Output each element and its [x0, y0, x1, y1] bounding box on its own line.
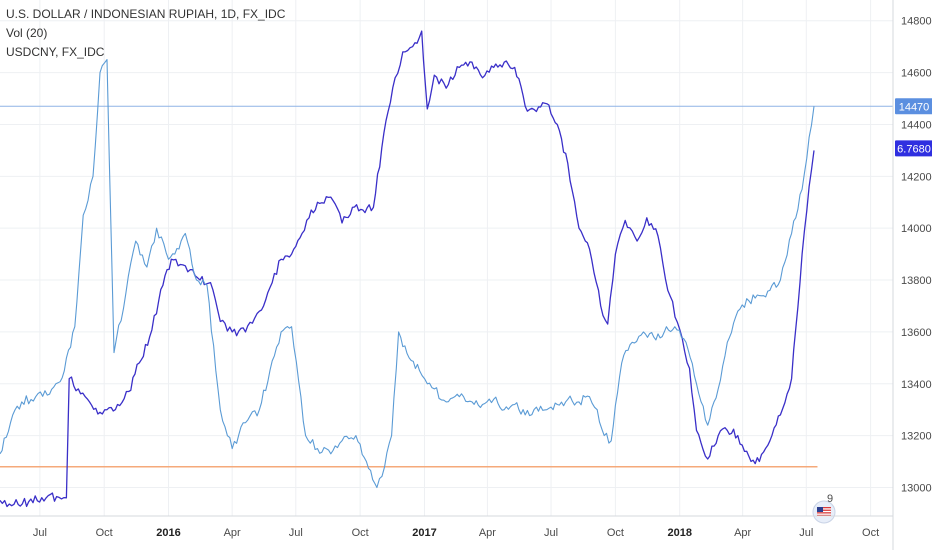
flag-stripe: [817, 509, 831, 511]
idr-last-price-tag: 14470: [895, 98, 932, 115]
flag-stripe: [817, 507, 831, 509]
x-tick-label: Oct: [607, 527, 624, 539]
idr-price-line: [0, 30, 815, 508]
event-badge[interactable]: 9: [812, 493, 836, 524]
x-tick-label: Apr: [224, 527, 241, 539]
y-tick-label: 14800: [901, 16, 932, 28]
y-tick-label: 13400: [901, 379, 932, 391]
grid-layer: [0, 0, 893, 516]
x-tick-label: 2016: [156, 527, 180, 539]
cny-last-price-tag-bg: [895, 140, 932, 157]
flag-stripe: [817, 512, 831, 514]
y-tick-label: 14000: [901, 223, 932, 235]
x-tick-label: Apr: [734, 527, 751, 539]
x-tick-label: Oct: [96, 527, 113, 539]
y-tick-label: 14600: [901, 68, 932, 80]
indicator-label: Vol (20): [6, 26, 48, 40]
y-tick-label: 14200: [901, 171, 932, 183]
y-tick-label: 13800: [901, 275, 932, 287]
price-tag-layer: 14470 6.7680: [895, 98, 932, 157]
x-tick-label: 2017: [412, 527, 436, 539]
x-tick-label: Apr: [479, 527, 496, 539]
chart-legend: U.S. DOLLAR / INDONESIAN RUPIAH, 1D, FX_…: [6, 5, 285, 62]
x-tick-label: 2018: [667, 527, 691, 539]
x-tick-label: Oct: [862, 527, 879, 539]
series-layer: 9: [0, 30, 893, 524]
y-tick-label: 13600: [901, 327, 932, 339]
x-tick-label: Jul: [289, 527, 303, 539]
cny-compare-line: [0, 59, 815, 489]
flag-stripe: [817, 514, 831, 517]
flag-field: [817, 507, 831, 517]
symbol-title: U.S. DOLLAR / INDONESIAN RUPIAH, 1D, FX_…: [6, 7, 286, 21]
event-badge-count: 9: [827, 493, 833, 505]
flag-canton: [817, 507, 823, 512]
y-tick-label: 13200: [901, 431, 932, 443]
cny-last-price-tag: 6.7680: [895, 140, 932, 157]
idr-last-price-tag-text: 14470: [899, 101, 930, 113]
x-tick-label: Oct: [352, 527, 369, 539]
compare-symbol-label: USDCNY, FX_IDC: [6, 45, 105, 59]
idr-last-price-tag-bg: [895, 98, 932, 115]
y-tick-label: 13000: [901, 482, 932, 494]
cny-last-price-tag-text: 6.7680: [897, 143, 931, 155]
x-tick-label: Jul: [544, 527, 558, 539]
x-tick-label: Jul: [33, 527, 47, 539]
y-tick-label: 14400: [901, 119, 932, 131]
x-tick-label: Jul: [799, 527, 813, 539]
